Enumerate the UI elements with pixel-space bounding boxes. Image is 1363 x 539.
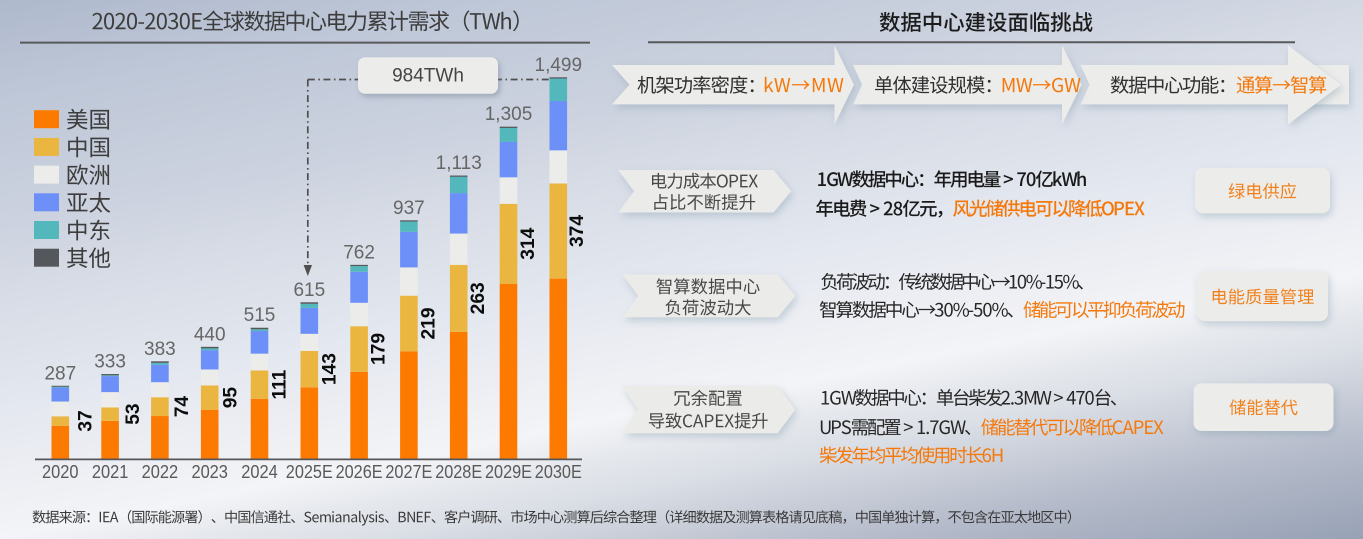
svg-text:2021: 2021 [92,462,129,482]
svg-text:374: 374 [567,215,588,247]
svg-text:263: 263 [468,282,489,314]
svg-text:2028E: 2028E [435,462,482,482]
svg-text:219: 219 [418,307,439,339]
svg-text:53: 53 [123,403,144,424]
svg-text:984TWh: 984TWh [392,66,464,87]
svg-text:287: 287 [44,363,76,384]
svg-text:2023: 2023 [191,462,228,482]
svg-text:37: 37 [75,410,96,431]
svg-text:314: 314 [518,227,539,259]
svg-text:2029E: 2029E [485,462,532,482]
svg-text:1,305: 1,305 [485,104,533,125]
svg-text:2020: 2020 [42,462,79,482]
svg-text:515: 515 [244,305,276,326]
svg-text:74: 74 [172,396,193,418]
svg-text:1,499: 1,499 [535,55,583,76]
svg-text:143: 143 [319,353,340,385]
svg-text:937: 937 [393,198,425,219]
svg-text:2026E: 2026E [336,462,383,482]
svg-text:383: 383 [144,339,176,360]
svg-text:2030E: 2030E [535,462,582,482]
svg-text:615: 615 [293,280,325,301]
svg-text:2024: 2024 [241,462,278,482]
svg-text:95: 95 [221,387,242,409]
svg-text:333: 333 [94,352,126,373]
svg-text:1,113: 1,113 [436,153,482,174]
svg-text:440: 440 [194,324,226,345]
svg-text:111: 111 [270,369,291,399]
svg-text:2027E: 2027E [385,462,432,482]
svg-text:2022: 2022 [142,462,179,482]
svg-text:2025E: 2025E [286,462,333,482]
svg-text:179: 179 [369,333,390,365]
svg-text:762: 762 [343,242,375,263]
